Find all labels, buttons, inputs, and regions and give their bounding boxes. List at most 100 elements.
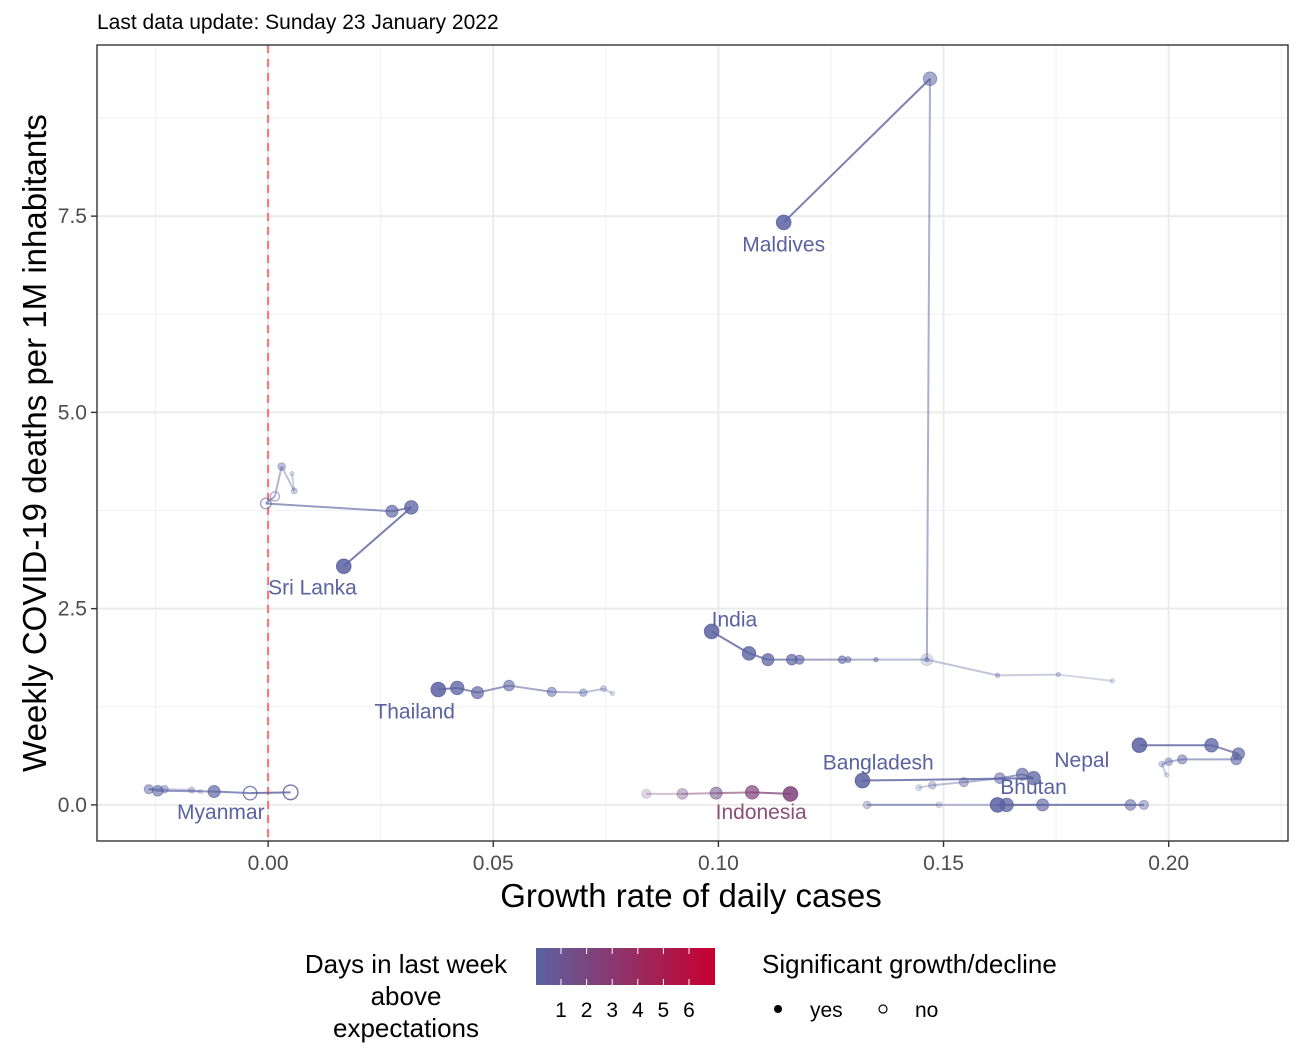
series-label: India [712,609,758,632]
data-point [1036,798,1050,812]
series-nepal: Nepal [1054,737,1245,778]
data-point [1163,772,1170,778]
data-point [430,681,447,698]
series-segment [925,78,932,660]
series-segment [926,658,998,677]
legend-colorbar-label: 6 [683,999,695,1022]
data-point [1231,747,1245,761]
legend-colorbar-label: 3 [606,999,618,1022]
data-point [385,504,399,518]
data-point [1055,671,1062,678]
data-point [242,785,258,801]
series-label: Indonesia [716,801,807,824]
series-segment [343,506,412,568]
legend-colorbar-label: 4 [632,999,644,1022]
legend-color-title: above [371,981,442,1011]
series-segment [1160,763,1168,776]
data-point [503,679,515,692]
data-point [579,688,588,697]
series-bhutan: Bhutan [862,776,1150,813]
series-segment [918,784,933,789]
data-point [709,786,723,800]
plot-border [96,44,1289,842]
data-point [1109,678,1116,684]
series-segment [1168,758,1183,763]
data-point [404,500,419,515]
x-tick-label: 0.15 [923,852,964,875]
data-point [958,777,969,788]
series-myanmar: Myanmar [143,784,299,824]
series-segment [273,466,283,497]
data-point [282,784,299,801]
x-tick-label: 0.10 [698,852,739,875]
data-point [1124,799,1137,811]
data-point [924,656,930,663]
series-label: Nepal [1054,749,1109,772]
data-point [641,788,652,799]
series-segment [1161,760,1170,766]
data-point [1026,770,1041,786]
series-maldives: Maldives [742,71,938,667]
legend-colorbar-label: 1 [555,999,567,1022]
data-point [920,653,934,667]
x-tick-label: 0.20 [1148,852,1189,875]
data-point [1138,799,1150,810]
x-tick-label: 0.05 [473,852,514,875]
data-point [927,780,937,790]
data-point [922,71,938,86]
data-point [854,772,871,789]
data-point [609,690,616,697]
series-label: Bangladesh [823,752,934,775]
legend-colorbar [536,948,715,985]
data-point [269,491,281,502]
y-tick-label: 0.0 [58,794,87,817]
legend-color-title: Days in last week [305,949,508,979]
series-segment [603,687,614,695]
axes: 0.00 0.05 0.10 0.15 0.20 0.0 2.5 5.0 7.5 [58,205,1189,875]
data-point [207,785,221,799]
data-point [935,801,943,809]
series-label: Maldives [742,233,825,256]
data-point [335,558,352,575]
series-segment [551,690,584,694]
legend-colorbar-label: 5 [658,999,670,1022]
series-segment [583,687,604,694]
data-point [290,487,298,495]
data-point [277,462,286,471]
series-segment [1058,673,1113,682]
data-point [1158,760,1166,768]
series-segment [164,788,192,791]
series-india: India [703,609,1116,684]
series-sri-lanka: Sri Lanka [259,462,419,600]
data-point [744,785,760,800]
series-thailand: Thailand [374,679,616,724]
grid [97,45,1288,841]
legend-shape-label: no [915,999,938,1022]
plot-area: Maldives Sri Lanka India Thailand Myanmar Ind… [58,44,1289,875]
y-tick-label: 2.5 [58,598,87,621]
series-segment [997,673,1059,677]
series-label: Thailand [374,701,455,724]
data-point [1204,738,1219,753]
data-point [188,786,196,794]
data-point [761,653,775,667]
series-segment [932,781,964,787]
chart-subtitle: Last data update: Sunday 23 January 2022 [97,11,499,34]
data-point [994,772,1006,784]
series-label: Sri Lanka [268,577,357,600]
x-tick-label: 0.00 [248,852,289,875]
series-segment [157,789,215,793]
data-point [450,680,465,696]
data-point [546,686,557,697]
data-point [600,685,608,693]
data-point [862,800,872,810]
data-point [1177,754,1188,765]
data-point [1131,737,1148,754]
data-point [775,214,792,231]
series-label: Bhutan [1000,776,1067,799]
series-segment [280,466,296,492]
data-point [143,784,154,795]
series-segment [508,684,552,693]
data-point [197,788,204,795]
